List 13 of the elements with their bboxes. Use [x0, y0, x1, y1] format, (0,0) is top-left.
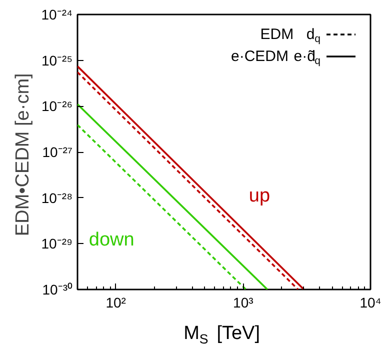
y-tick-label: 10⁻²⁷	[42, 144, 73, 160]
y-axis-title: EDM•CEDM [e·cm]	[12, 73, 34, 236]
x-tick-label: 10²	[106, 294, 126, 310]
y-tick-label: 10⁻²⁹	[41, 236, 73, 252]
y-tick-label: 10⁻²⁴	[41, 6, 72, 22]
y-tick-label: 10⁻²⁵	[41, 52, 73, 68]
y-tick-label: 10⁻²⁸	[41, 190, 73, 206]
y-tick-label: 10⁻³⁰	[42, 282, 72, 298]
x-tick-label: 10⁴	[360, 294, 382, 310]
series-label: up	[248, 186, 270, 207]
x-tick-label: 10³	[233, 294, 254, 310]
text: down	[88, 230, 134, 251]
y-tick-label: 10⁻²⁶	[42, 98, 73, 114]
